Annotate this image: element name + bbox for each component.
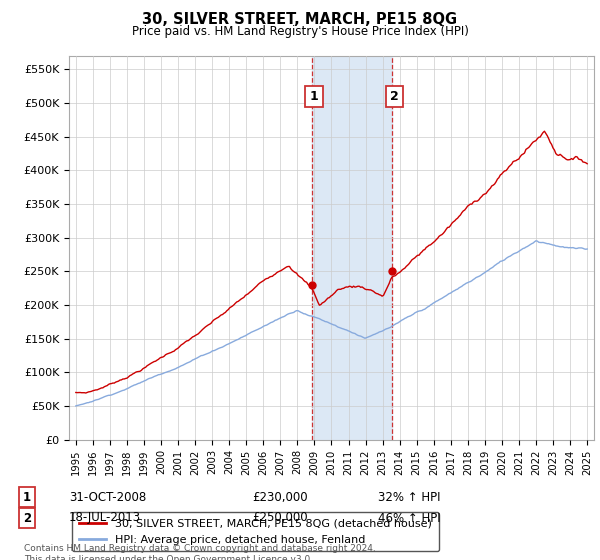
- Text: Price paid vs. HM Land Registry's House Price Index (HPI): Price paid vs. HM Land Registry's House …: [131, 25, 469, 38]
- Text: £250,000: £250,000: [252, 511, 308, 525]
- Text: 1: 1: [310, 90, 319, 103]
- Bar: [311, 56, 392, 440]
- Text: 32% ↑ HPI: 32% ↑ HPI: [378, 491, 440, 504]
- Text: 30, SILVER STREET, MARCH, PE15 8QG: 30, SILVER STREET, MARCH, PE15 8QG: [142, 12, 458, 27]
- Text: £230,000: £230,000: [252, 491, 308, 504]
- Legend: 30, SILVER STREET, MARCH, PE15 8QG (detached house), HPI: Average price, detache: 30, SILVER STREET, MARCH, PE15 8QG (deta…: [72, 512, 439, 551]
- Text: 31-OCT-2008: 31-OCT-2008: [69, 491, 146, 504]
- Text: Contains HM Land Registry data © Crown copyright and database right 2024.
This d: Contains HM Land Registry data © Crown c…: [24, 544, 376, 560]
- Text: 2: 2: [390, 90, 399, 103]
- Text: 1: 1: [23, 491, 31, 504]
- Text: 46% ↑ HPI: 46% ↑ HPI: [378, 511, 440, 525]
- Text: 18-JUL-2013: 18-JUL-2013: [69, 511, 141, 525]
- Text: 2: 2: [23, 511, 31, 525]
